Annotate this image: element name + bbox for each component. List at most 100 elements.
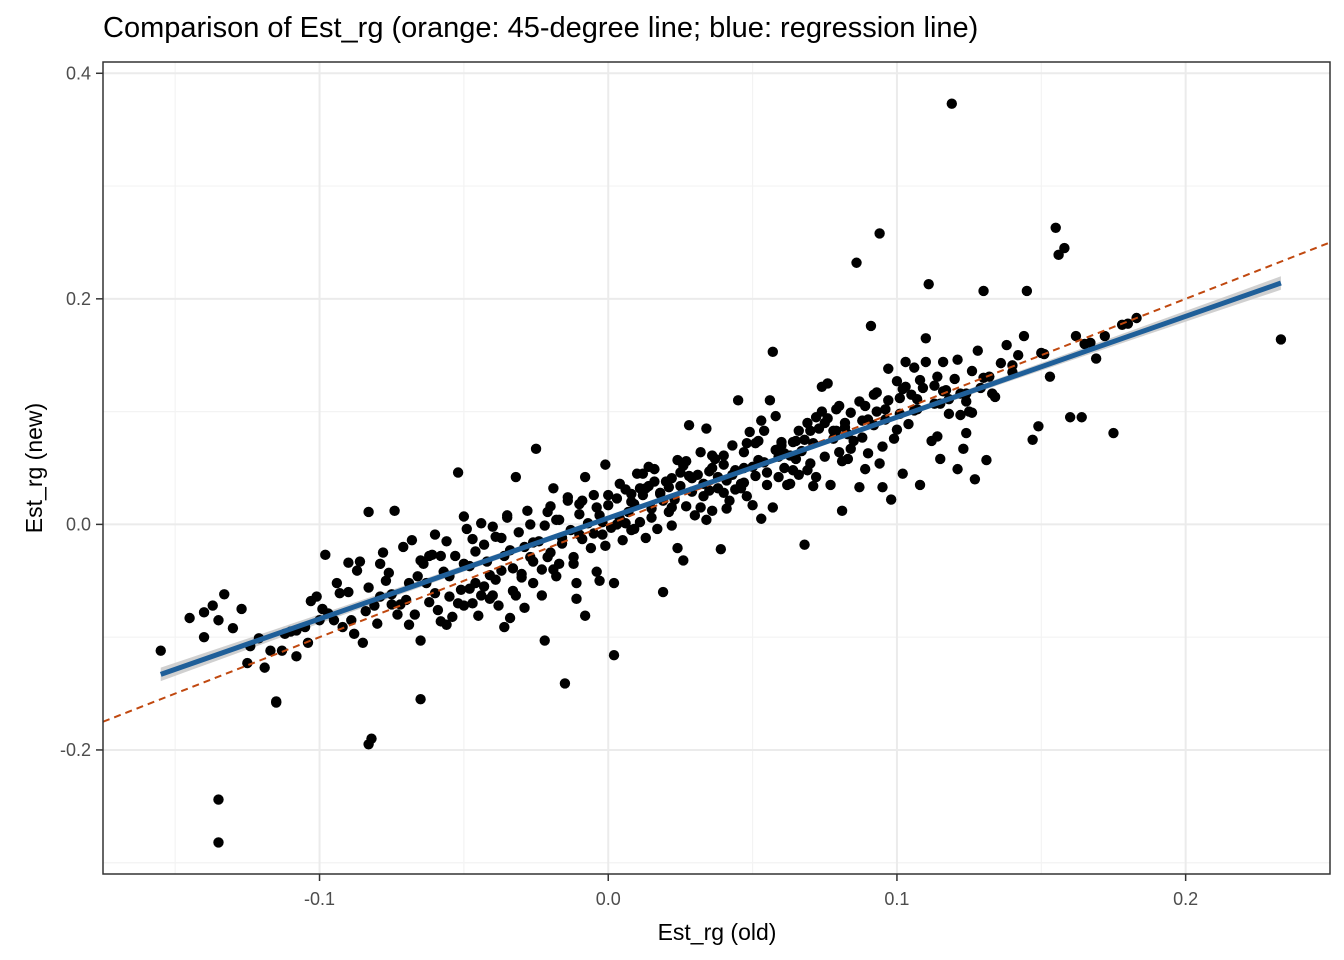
data-point	[311, 591, 322, 602]
data-point	[854, 481, 865, 493]
data-point	[706, 462, 718, 474]
data-point	[398, 541, 409, 553]
data-point	[568, 558, 579, 570]
data-point	[972, 345, 983, 356]
data-point	[966, 407, 978, 418]
data-point	[834, 400, 845, 412]
data-point	[680, 456, 692, 467]
data-point	[617, 534, 628, 546]
data-point	[961, 427, 972, 439]
data-point	[683, 419, 695, 431]
data-point	[932, 431, 943, 442]
data-point	[672, 542, 683, 554]
data-point	[695, 447, 706, 458]
data-point	[259, 662, 270, 673]
data-point	[680, 501, 692, 512]
data-point	[767, 502, 778, 513]
y-tick-label: 0.4	[66, 63, 91, 83]
data-point	[1036, 347, 1047, 359]
data-point	[1079, 338, 1090, 350]
data-point	[198, 607, 210, 618]
data-point	[1064, 412, 1076, 423]
data-point	[611, 493, 623, 504]
panel-border	[102, 61, 1331, 875]
data-point	[484, 593, 496, 605]
data-point	[513, 527, 524, 538]
data-point	[608, 577, 620, 589]
data-point	[412, 571, 423, 582]
data-point	[727, 440, 738, 451]
data-point	[695, 502, 706, 513]
data-point	[525, 519, 536, 530]
data-point	[845, 443, 856, 455]
data-point	[836, 505, 848, 517]
data-point	[966, 365, 978, 377]
x-tick-label: -0.1	[304, 889, 335, 909]
data-point	[920, 333, 932, 344]
data-point	[626, 496, 637, 508]
data-point	[507, 563, 519, 574]
data-point	[706, 450, 718, 461]
data-point	[354, 556, 366, 567]
data-point	[862, 414, 874, 425]
data-point	[978, 285, 989, 297]
data-point	[213, 837, 224, 848]
data-point	[539, 520, 550, 531]
data-point	[649, 476, 660, 487]
data-point	[724, 495, 735, 506]
data-point	[706, 505, 718, 517]
data-point	[961, 396, 972, 407]
data-point	[553, 558, 565, 570]
data-point	[536, 590, 548, 601]
data-point	[536, 564, 548, 575]
data-point	[949, 373, 960, 385]
data-point	[802, 417, 813, 429]
data-point	[527, 556, 539, 567]
data-point	[597, 529, 608, 540]
data-point	[455, 584, 467, 595]
data-point	[1053, 249, 1064, 261]
data-point	[917, 382, 929, 394]
data-point	[184, 612, 195, 624]
data-point	[787, 436, 799, 448]
data-point	[242, 657, 253, 669]
data-point	[828, 425, 839, 436]
data-point	[478, 539, 490, 550]
data-point	[409, 609, 421, 620]
data-point	[721, 503, 732, 514]
data-point	[802, 465, 813, 476]
data-point	[155, 645, 166, 656]
data-point	[1099, 330, 1111, 342]
data-point	[429, 529, 441, 540]
data-point	[741, 437, 753, 449]
data-point	[317, 603, 328, 615]
data-point	[1275, 334, 1287, 345]
data-point	[675, 480, 686, 492]
x-axis-title: Est_rg (old)	[658, 919, 777, 945]
data-point	[441, 536, 452, 547]
data-point	[1122, 318, 1134, 329]
data-point	[403, 619, 415, 630]
data-point	[1001, 339, 1012, 351]
data-point	[854, 396, 865, 407]
data-point	[810, 412, 822, 423]
data-point	[845, 407, 856, 418]
data-point	[862, 448, 874, 459]
data-point	[574, 498, 585, 510]
data-point	[1044, 371, 1056, 382]
data-point	[880, 404, 891, 415]
data-point	[363, 506, 374, 518]
data-point	[914, 479, 926, 491]
data-points	[155, 98, 1287, 848]
data-point	[883, 363, 894, 374]
data-point	[718, 459, 729, 470]
reference-lines	[102, 241, 1331, 723]
data-point	[683, 470, 695, 482]
data-point	[799, 434, 810, 446]
data-point	[836, 456, 848, 467]
data-point	[678, 555, 689, 566]
data-point	[366, 733, 377, 744]
data-point	[952, 463, 963, 475]
